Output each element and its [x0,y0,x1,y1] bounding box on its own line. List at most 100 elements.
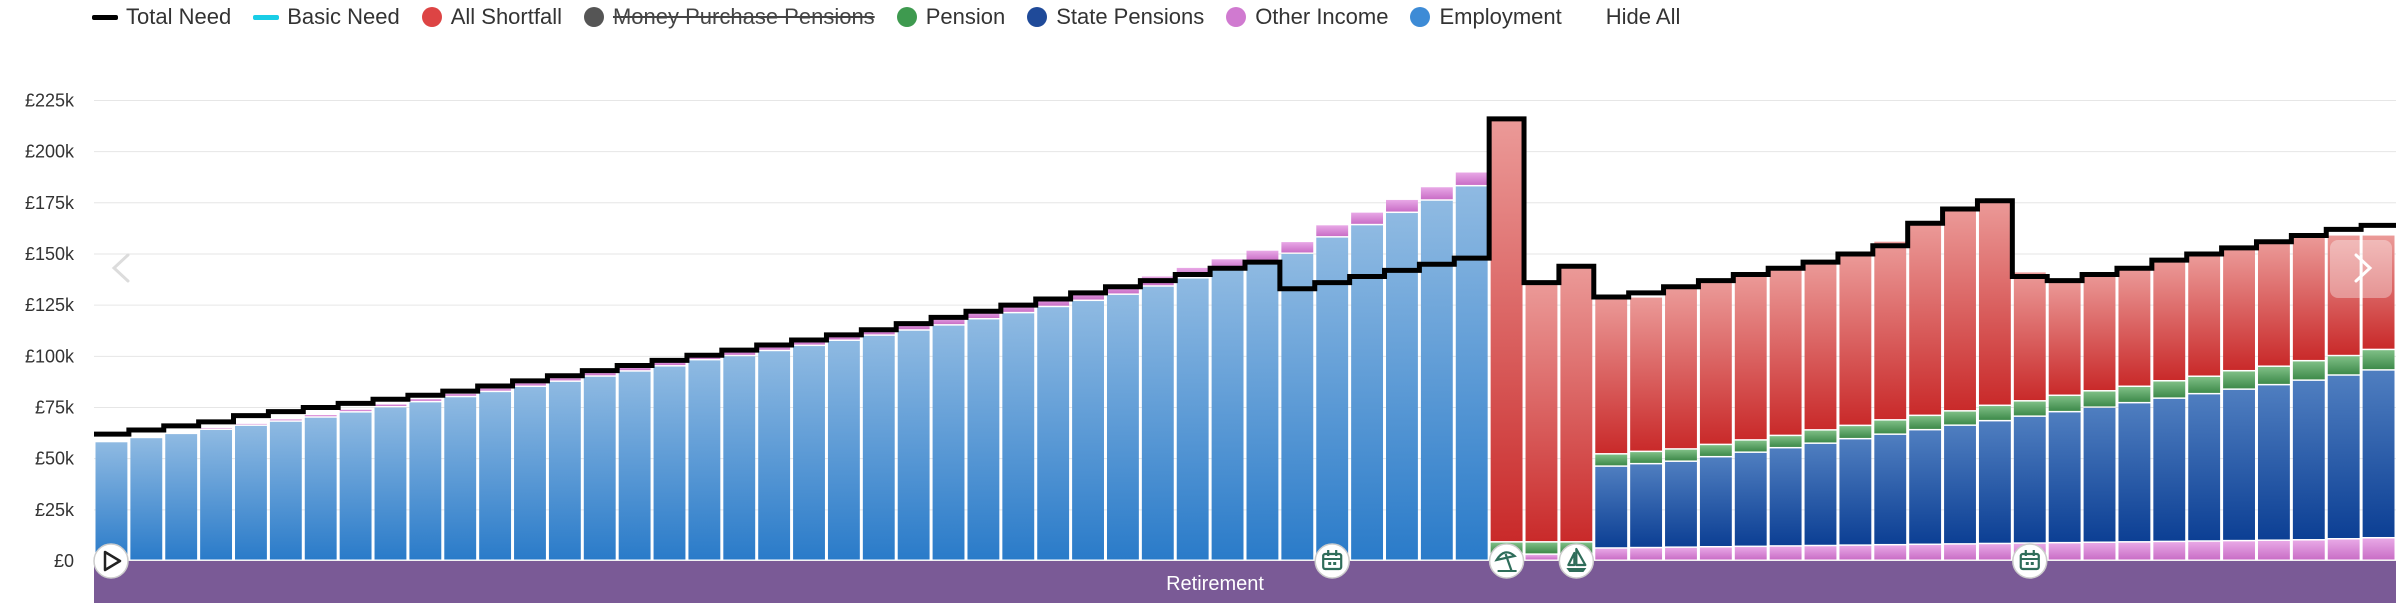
bar-segment-other-income[interactable] [200,427,233,429]
bar-segment-other-income[interactable] [548,377,581,381]
bar-segment-other-income[interactable] [304,415,337,417]
bar-segment-employment[interactable] [1141,286,1174,560]
bar-segment-pension[interactable] [1630,452,1663,463]
bar-segment-pension[interactable] [2223,371,2255,389]
bar-segment-employment[interactable] [1176,278,1209,560]
bar-segment-employment[interactable] [130,438,163,560]
beach-umbrella-icon[interactable] [1488,543,1525,579]
bar-segment-all-shortfall[interactable] [2257,241,2290,366]
bar-segment-all-shortfall[interactable] [2013,272,2046,401]
bar-segment-all-shortfall[interactable] [1630,297,1663,451]
bar-segment-other-income[interactable] [2362,538,2395,560]
bar-segment-other-income[interactable] [1630,548,1663,560]
bar-segment-other-income[interactable] [1525,554,1558,560]
bar-segment-all-shortfall[interactable] [2327,235,2360,355]
bar-segment-other-income[interactable] [1211,259,1244,269]
bar-segment-employment[interactable] [1211,270,1244,560]
bar-segment-employment[interactable] [444,397,477,560]
bar-segment-pension[interactable] [1839,426,1872,438]
bar-segment-employment[interactable] [967,319,1000,560]
bar-segment-other-income[interactable] [1944,544,1976,560]
bar-segment-all-shortfall[interactable] [1734,274,1767,440]
bar-segment-employment[interactable] [897,330,930,560]
bar-segment-pension[interactable] [2257,366,2290,384]
bar-segment-state-pensions[interactable] [2153,398,2186,541]
bar-segment-pension[interactable] [2118,387,2151,402]
legend-item-total-need[interactable]: Total Need [92,4,231,30]
bar-segment-state-pensions[interactable] [1595,466,1628,548]
bar-segment-other-income[interactable] [2188,541,2221,560]
bar-segment-all-shortfall[interactable] [2083,272,2116,391]
bar-segment-pension[interactable] [2083,391,2116,407]
bar-segment-employment[interactable] [1316,237,1349,560]
bar-segment-state-pensions[interactable] [2048,412,2081,542]
bar-segment-state-pensions[interactable] [1630,464,1663,547]
bar-segment-all-shortfall[interactable] [1944,208,1976,411]
bar-segment-state-pensions[interactable] [2362,370,2395,537]
bar-segment-employment[interactable] [1420,200,1453,560]
bar-segment-state-pensions[interactable] [2083,407,2116,542]
bar-segment-state-pensions[interactable] [1909,430,1942,544]
calendar-icon[interactable] [1314,543,1350,579]
bar-segment-all-shortfall[interactable] [1804,262,1837,430]
legend-item-money-purchase-pensions[interactable]: Money Purchase Pensions [583,4,875,30]
bar-segment-other-income[interactable] [514,383,546,386]
bar-segment-all-shortfall[interactable] [2362,235,2395,349]
bar-segment-state-pensions[interactable] [1699,457,1732,546]
hide-all-button[interactable]: Hide All [1605,4,1681,29]
bar-segment-other-income[interactable] [967,311,1000,318]
bar-segment-other-income[interactable] [2223,541,2255,560]
legend-item-all-shortfall[interactable]: All Shortfall [421,4,562,30]
bar-segment-all-shortfall[interactable] [1909,223,1942,415]
bar-segment-other-income[interactable] [1351,212,1384,224]
bar-segment-employment[interactable] [1037,307,1070,560]
bar-segment-other-income[interactable] [1978,544,2011,560]
bar-segment-other-income[interactable] [374,404,407,406]
bar-segment-all-shortfall[interactable] [2223,247,2255,370]
bar-segment-pension[interactable] [2327,356,2360,375]
bar-segment-other-income[interactable] [618,366,651,371]
bar-segment-employment[interactable] [304,417,337,560]
bar-segment-all-shortfall[interactable] [1560,266,1593,542]
bar-segment-other-income[interactable] [1874,545,1907,560]
bar-segment-state-pensions[interactable] [2223,389,2255,540]
play-icon[interactable] [93,543,129,579]
bar-segment-all-shortfall[interactable] [1699,282,1732,444]
bar-segment-employment[interactable] [1072,301,1104,560]
bar-segment-pension[interactable] [2048,396,2081,411]
bar-segment-pension[interactable] [1769,436,1802,447]
bar-segment-employment[interactable] [723,356,756,560]
bar-segment-employment[interactable] [862,335,895,560]
bar-segment-state-pensions[interactable] [1978,421,2011,543]
bar-segment-employment[interactable] [1106,294,1139,560]
bar-segment-employment[interactable] [1455,186,1488,560]
bar-segment-state-pensions[interactable] [2013,416,2046,543]
bar-segment-other-income[interactable] [583,372,616,376]
bar-segment-state-pensions[interactable] [1874,434,1907,544]
bar-segment-other-income[interactable] [1839,545,1872,560]
bar-segment-state-pensions[interactable] [2188,394,2221,541]
bar-segment-pension[interactable] [1699,445,1732,456]
bar-segment-pension[interactable] [1595,454,1628,466]
bar-segment-other-income[interactable] [1072,291,1104,300]
bar-segment-other-income[interactable] [1455,172,1488,185]
bar-segment-other-income[interactable] [653,361,686,366]
bar-segment-other-income[interactable] [1734,547,1767,560]
bar-segment-other-income[interactable] [1386,199,1418,212]
legend-item-employment[interactable]: Employment [1410,4,1562,30]
bar-segment-state-pensions[interactable] [1944,425,1976,544]
bar-segment-pension[interactable] [1525,542,1558,554]
bar-segment-state-pensions[interactable] [2257,385,2290,540]
bar-segment-employment[interactable] [653,366,686,560]
calendar-icon[interactable] [2012,543,2048,579]
bar-segment-state-pensions[interactable] [2292,380,2325,540]
bar-segment-employment[interactable] [1386,213,1418,560]
bar-segment-employment[interactable] [269,421,302,560]
bar-segment-all-shortfall[interactable] [2188,256,2221,376]
bar-segment-other-income[interactable] [2153,542,2186,560]
chevron-right-icon[interactable] [2330,240,2392,298]
bar-segment-all-shortfall[interactable] [2048,280,2081,395]
bar-segment-state-pensions[interactable] [1769,448,1802,546]
bar-segment-state-pensions[interactable] [2118,403,2151,542]
bar-segment-employment[interactable] [827,340,860,560]
